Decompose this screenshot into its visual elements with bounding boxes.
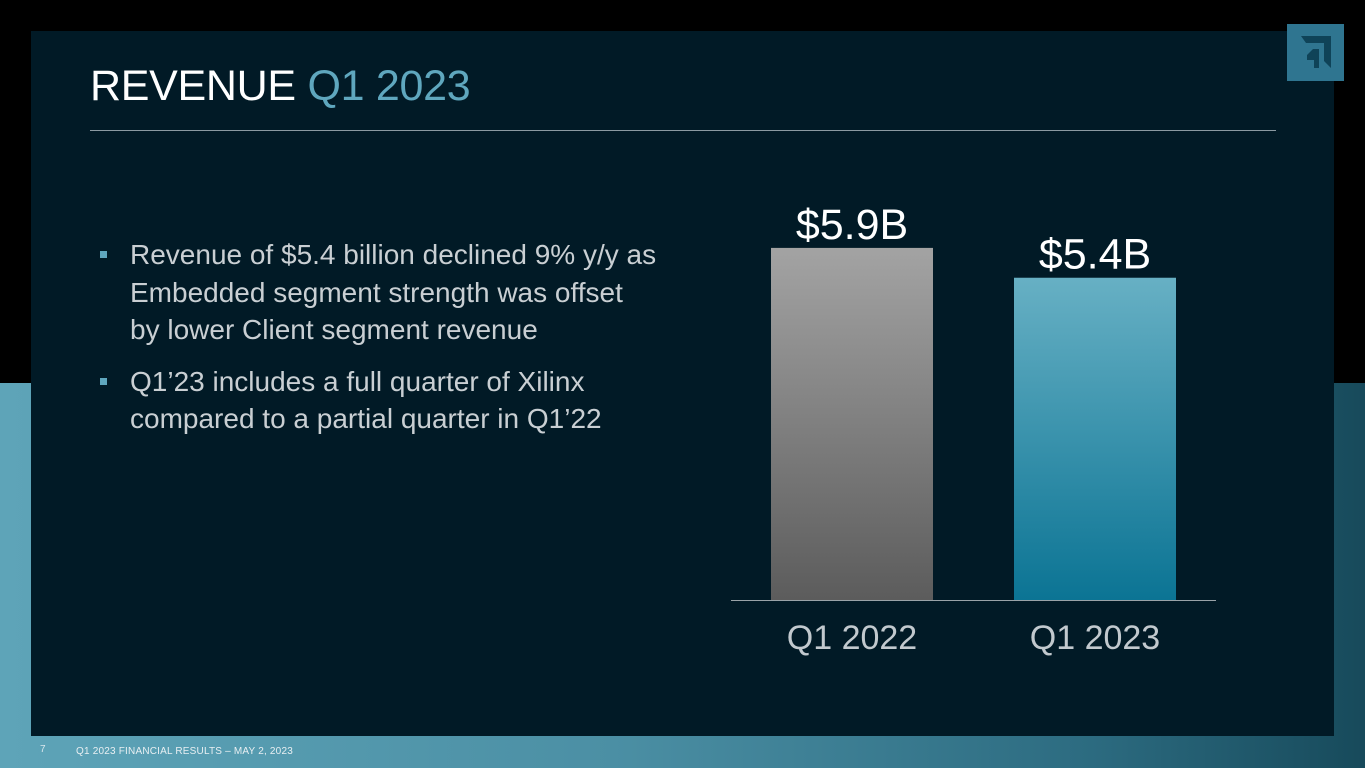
- bullet-square-icon: [100, 377, 107, 385]
- bar-q1-2023: [1014, 277, 1176, 600]
- bullet-text: Revenue of $5.4 billion declined 9% y/y …: [130, 239, 657, 345]
- bullet-item: Q1’23 includes a full quarter of Xilinx …: [100, 363, 660, 438]
- slide-title: REVENUE Q1 2023: [90, 62, 471, 111]
- footer-text: Q1 2023 FINANCIAL RESULTS – MAY 2, 2023: [76, 746, 293, 757]
- bullet-square-icon: [100, 251, 107, 258]
- title-divider: [90, 130, 1276, 131]
- amd-arrow-logo-icon: [1301, 36, 1331, 68]
- title-main: REVENUE: [90, 62, 296, 110]
- revenue-bar-chart: $5.9B Q1 2022 $5.4B Q1 2023: [731, 201, 1216, 657]
- category-label: Q1 2022: [787, 619, 917, 657]
- category-label: Q1 2023: [1030, 619, 1160, 657]
- bullet-text: Q1’23 includes a full quarter of Xilinx …: [130, 365, 602, 435]
- amd-logo: [1287, 24, 1344, 81]
- data-label: $5.9B: [796, 201, 908, 249]
- data-label: $5.4B: [1039, 231, 1151, 279]
- bar-q1-2022: [771, 247, 933, 600]
- title-accent: Q1 2023: [307, 62, 471, 110]
- bullet-item: Revenue of $5.4 billion declined 9% y/y …: [100, 236, 660, 349]
- bullet-list: Revenue of $5.4 billion declined 9% y/y …: [100, 236, 660, 452]
- page-number: 7: [40, 744, 46, 755]
